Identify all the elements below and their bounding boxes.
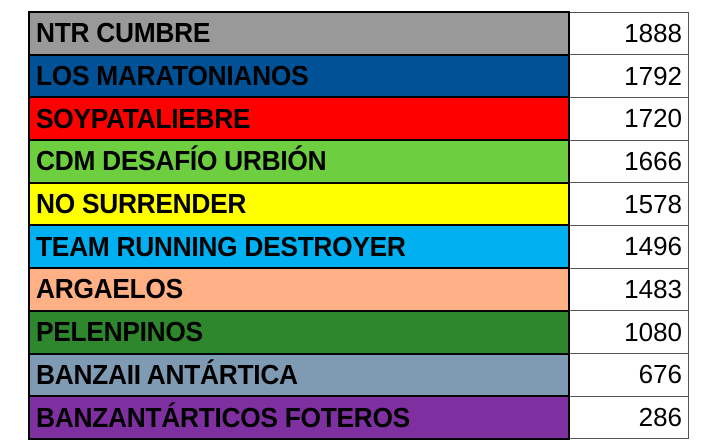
team-name: NTR CUMBRE — [36, 17, 211, 49]
team-name: SOYPATALIEBRE — [36, 102, 251, 134]
team-name-cell: TEAM RUNNING DESTROYER — [28, 224, 570, 270]
team-name-cell: NO SURRENDER — [28, 181, 570, 227]
points-cell: 1666 — [568, 139, 689, 184]
points-cell: 676 — [568, 353, 689, 397]
team-name: NO SURRENDER — [36, 188, 247, 220]
table-row: BANZANTÁRTICOS FOTEROS 286 — [28, 395, 689, 440]
table-row: SOYPATALIEBRE 1720 — [28, 96, 689, 142]
team-name: ARGAELOS — [36, 273, 183, 305]
table-row: PELENPINOS 1080 — [28, 309, 689, 355]
team-name: TEAM RUNNING DESTROYER — [36, 230, 406, 262]
table-row: TEAM RUNNING DESTROYER 1496 — [28, 224, 689, 270]
team-name: BANZANTÁRTICOS FOTEROS — [36, 401, 410, 433]
team-name: BANZAII ANTÁRTICA — [36, 358, 298, 390]
team-name: LOS MARATONIANOS — [36, 60, 309, 92]
table-row: NTR CUMBRE 1888 — [28, 11, 689, 56]
team-name-cell: NTR CUMBRE — [28, 11, 570, 56]
team-name: PELENPINOS — [36, 316, 203, 348]
team-name-cell: LOS MARATONIANOS — [28, 53, 570, 99]
team-name-cell: SOYPATALIEBRE — [28, 96, 570, 142]
points-cell: 1792 — [568, 54, 689, 98]
points-cell: 1888 — [568, 11, 689, 56]
points-cell: 1483 — [568, 267, 689, 312]
table-row: NO SURRENDER 1578 — [28, 181, 689, 227]
standings-table: NTR CUMBRE 1888 LOS MARATONIANOS 1792 SOYPAT… — [28, 11, 689, 440]
team-name-cell: ARGAELOS — [28, 267, 570, 312]
team-name-cell: CDM DESAFÍO URBIÓN — [28, 139, 570, 184]
points-cell: 1720 — [568, 96, 689, 141]
points-cell: 286 — [568, 395, 689, 440]
team-name-cell: BANZANTÁRTICOS FOTEROS — [28, 395, 570, 440]
points-cell: 1496 — [568, 224, 689, 269]
table-row: LOS MARATONIANOS 1792 — [28, 53, 689, 99]
table-row: CDM DESAFÍO URBIÓN 1666 — [28, 139, 689, 184]
points-cell: 1080 — [568, 310, 689, 354]
table-row: BANZAII ANTÁRTICA 676 — [28, 352, 689, 398]
points-cell: 1578 — [568, 182, 689, 226]
team-name: CDM DESAFÍO URBIÓN — [36, 145, 327, 177]
team-name-cell: BANZAII ANTÁRTICA — [28, 352, 570, 398]
table-row: ARGAELOS 1483 — [28, 267, 689, 312]
team-name-cell: PELENPINOS — [28, 309, 570, 355]
